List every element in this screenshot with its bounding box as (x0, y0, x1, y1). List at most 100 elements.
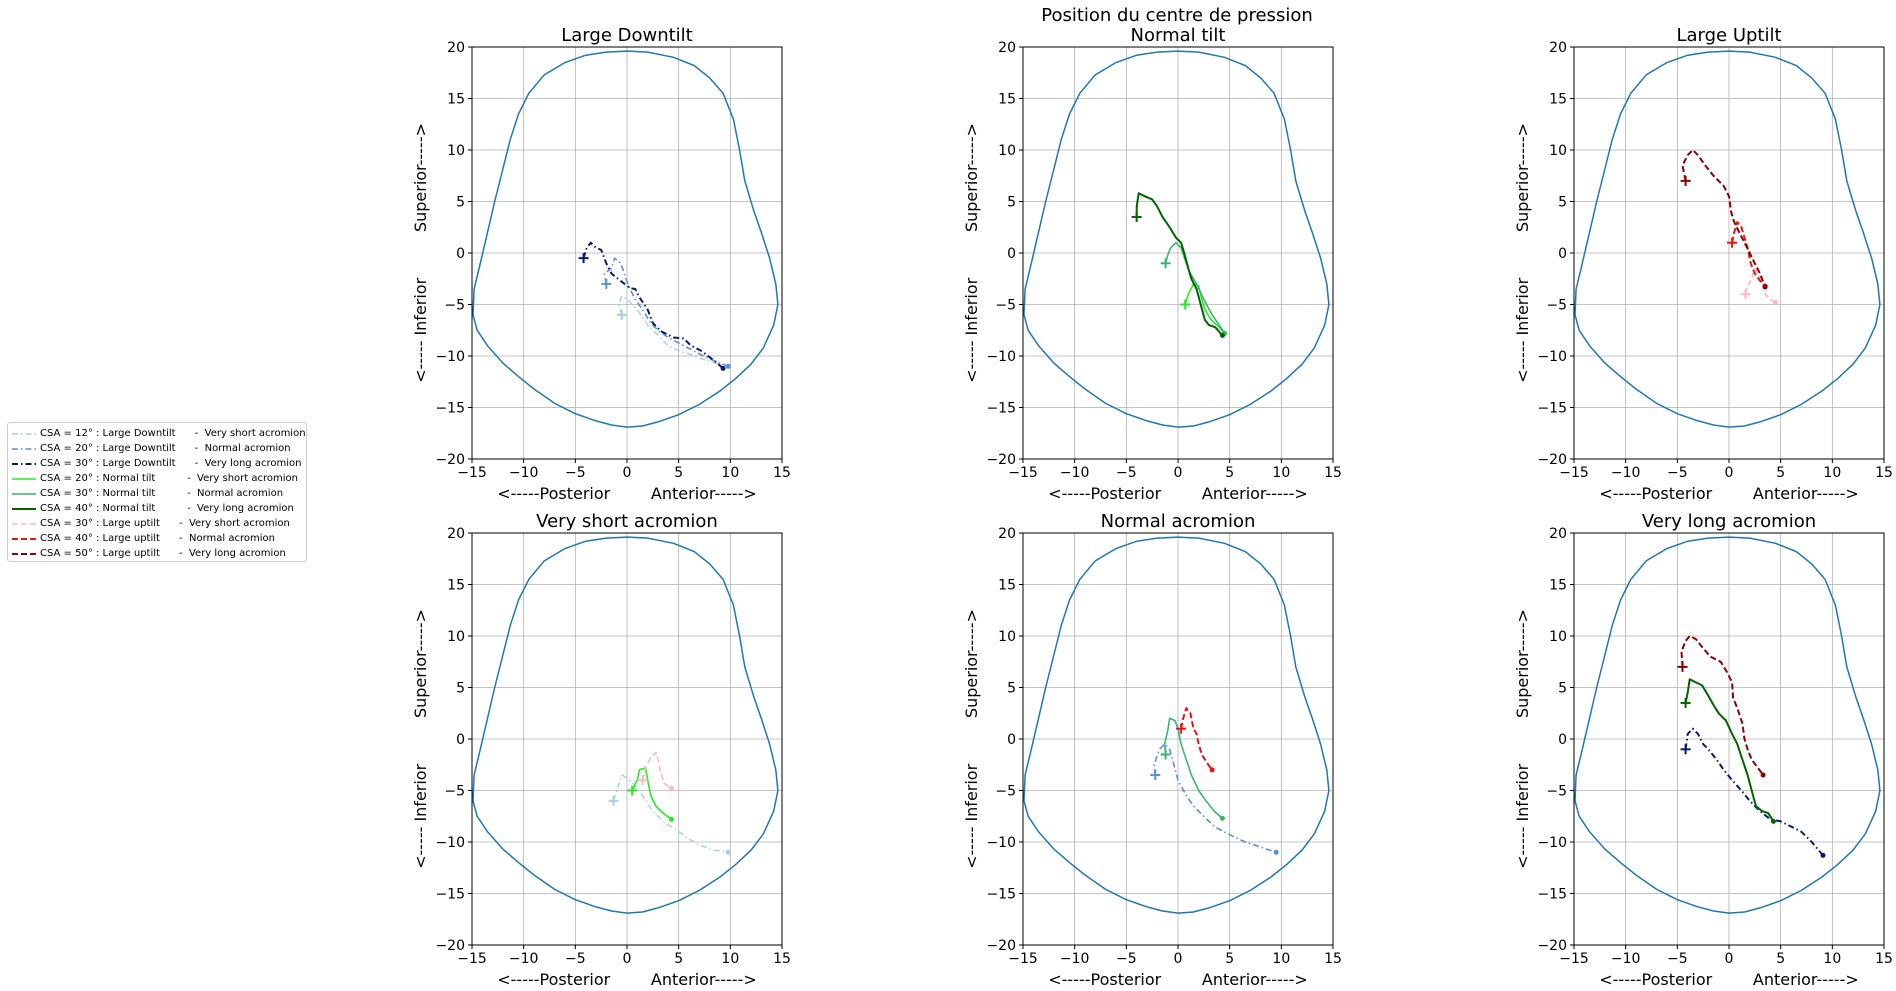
legend-label: CSA = 30° : Large uptilt - Very short ac… (40, 518, 290, 529)
y-tick-label: 10 (998, 143, 1016, 159)
y-axis-label: <----- Inferior Superior-----> (1513, 609, 1532, 869)
x-axis-label: <-----Posterior Anterior-----> (1048, 970, 1308, 989)
subplot-title: Very long acromion (1642, 511, 1816, 532)
x-tick-label: −10 (1611, 951, 1641, 967)
legend-entry: CSA = 30° : Large Downtilt - Very long a… (8, 457, 306, 472)
glenoid-outline (1023, 536, 1330, 914)
legend-entry: CSA = 20° : Large Downtilt - Normal acro… (8, 442, 306, 457)
x-tick-label: −10 (509, 465, 539, 481)
series-line (1681, 149, 1767, 288)
legend-label: CSA = 30° : Normal tilt - Normal acromio… (40, 488, 284, 499)
subplot-title: Normal acromion (1101, 511, 1256, 532)
end-marker (1219, 332, 1225, 338)
x-axis-label: <-----Posterior Anterior-----> (1599, 484, 1859, 503)
x-tick-label: −10 (1611, 465, 1641, 481)
legend-label: CSA = 30° : Large Downtilt - Very long a… (40, 458, 302, 469)
y-tick-label: 10 (1549, 629, 1567, 645)
x-tick-label: −10 (509, 951, 539, 967)
series-line (1153, 743, 1277, 854)
y-tick-label: 15 (447, 92, 465, 108)
x-tick-label: 0 (1725, 465, 1734, 481)
glenoid-outline (1574, 536, 1881, 914)
y-tick-label: 15 (1549, 578, 1567, 594)
y-tick-label: −15 (986, 887, 1016, 903)
x-tick-label: −5 (1116, 465, 1137, 481)
x-tick-label: 15 (1324, 951, 1342, 967)
y-tick-label: −10 (986, 349, 1016, 365)
y-tick-label: 5 (1007, 681, 1016, 697)
x-tick-label: 15 (1324, 465, 1342, 481)
y-axis-label: <----- Inferior Superior-----> (962, 609, 981, 869)
x-tick-label: −5 (1667, 465, 1688, 481)
end-marker (1820, 852, 1826, 858)
x-tick-label: 0 (1725, 951, 1734, 967)
x-tick-label: 5 (1776, 465, 1785, 481)
x-tick-label: 10 (1272, 951, 1290, 967)
legend-swatch (12, 493, 36, 495)
y-tick-label: −5 (1546, 298, 1567, 314)
x-tick-label: −15 (1559, 951, 1589, 967)
y-tick-label: 20 (447, 526, 465, 542)
series-line (631, 766, 672, 820)
x-tick-label: 15 (1875, 951, 1893, 967)
y-tick-label: 5 (456, 195, 465, 211)
y-tick-label: 5 (456, 681, 465, 697)
y-tick-label: −20 (1537, 938, 1567, 954)
y-axis-label: <----- Inferior Superior-----> (411, 123, 430, 383)
y-tick-label: −5 (995, 298, 1016, 314)
legend-entry: CSA = 30° : Normal tilt - Normal acromio… (8, 487, 306, 502)
series-line (1180, 707, 1213, 771)
y-tick-label: −5 (444, 784, 465, 800)
end-marker (1273, 849, 1279, 855)
series-line (1684, 727, 1824, 857)
x-tick-label: −15 (457, 465, 487, 481)
legend-swatch (12, 463, 36, 465)
glenoid-outline (1574, 50, 1881, 428)
x-tick-label: 10 (1272, 465, 1290, 481)
x-tick-label: 10 (721, 951, 739, 967)
y-tick-label: 20 (998, 40, 1016, 56)
glenoid-outline (472, 536, 779, 914)
y-tick-label: 5 (1558, 681, 1567, 697)
y-tick-label: −15 (1537, 887, 1567, 903)
series-line (582, 241, 724, 370)
legend-entry: CSA = 12° : Large Downtilt - Very short … (8, 427, 306, 442)
legend-entry: CSA = 20° : Normal tilt - Very short acr… (8, 472, 306, 487)
legend-entry: CSA = 40° : Normal tilt - Very long acro… (8, 502, 306, 517)
y-tick-label: 20 (998, 526, 1016, 542)
x-tick-label: −15 (1008, 951, 1038, 967)
x-tick-label: −15 (1559, 465, 1589, 481)
series-line (1135, 192, 1224, 337)
y-tick-label: 15 (447, 578, 465, 594)
y-tick-label: −10 (1537, 349, 1567, 365)
y-tick-label: −5 (995, 784, 1016, 800)
x-axis-label: <-----Posterior Anterior-----> (1048, 484, 1308, 503)
legend-label: CSA = 40° : Normal tilt - Very long acro… (40, 503, 294, 514)
y-tick-label: 10 (998, 629, 1016, 645)
x-tick-label: 0 (1174, 465, 1183, 481)
legend-entry: CSA = 40° : Large uptilt - Normal acromi… (8, 532, 306, 547)
subplot-title: Large Uptilt (1676, 25, 1781, 46)
end-marker (1762, 284, 1768, 290)
x-tick-label: −15 (1008, 465, 1038, 481)
series-line (1684, 678, 1775, 822)
end-marker (668, 816, 674, 822)
x-axis-label: <-----Posterior Anterior-----> (497, 970, 757, 989)
y-tick-label: 0 (1558, 732, 1567, 748)
x-tick-label: 5 (1225, 951, 1234, 967)
end-marker (725, 849, 731, 855)
legend-label: CSA = 40° : Large uptilt - Normal acromi… (40, 533, 275, 544)
y-tick-label: 15 (998, 92, 1016, 108)
x-tick-label: 5 (674, 951, 683, 967)
end-marker (1770, 818, 1776, 824)
legend-entry: CSA = 30° : Large uptilt - Very short ac… (8, 517, 306, 532)
series-line (1163, 717, 1223, 819)
legend-swatch (12, 553, 36, 555)
series-line (1184, 283, 1226, 334)
y-tick-label: −5 (444, 298, 465, 314)
legend-swatch (12, 448, 36, 450)
y-tick-label: −10 (435, 835, 465, 851)
y-tick-label: 10 (1549, 143, 1567, 159)
